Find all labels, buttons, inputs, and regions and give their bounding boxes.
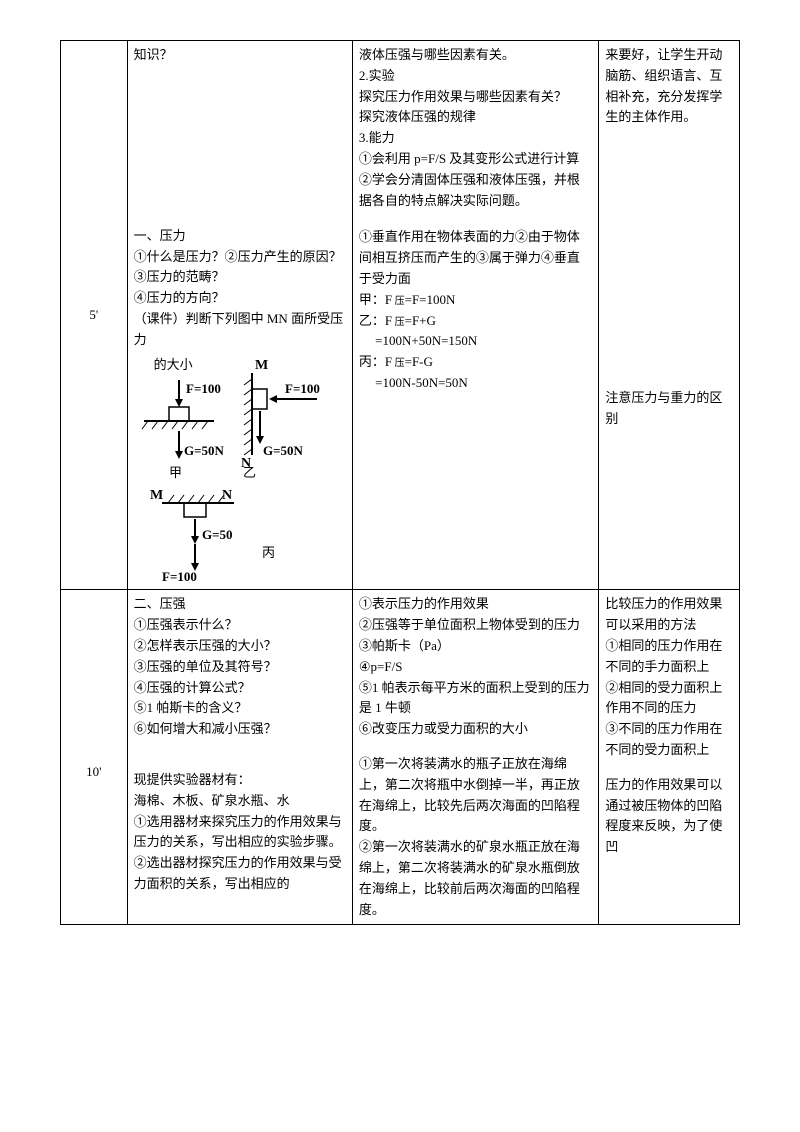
text: 探究液体压强的规律 <box>359 107 592 128</box>
text: 的大小 <box>134 355 229 376</box>
text: 知识？ <box>134 45 346 66</box>
text: ②怎样表示压强的大小？ <box>134 636 346 657</box>
text: ①第一次将装满水的瓶子正放在海绵上，第二次将瓶中水倒掉一半，再正放在海绵上，比较… <box>359 754 592 837</box>
text: ①压强表示什么？ <box>134 615 346 636</box>
text: =100N-50N=50N <box>359 373 592 394</box>
text: =100N+50N=150N <box>359 331 592 352</box>
text: ④p=F/S <box>359 657 592 678</box>
g-label: G=50N <box>184 443 225 458</box>
text: 丙：F 压=F-G <box>359 352 592 373</box>
force-diagram-jia-yi: 的大小 F=100 <box>134 355 346 586</box>
f-label: F=100 <box>162 569 197 584</box>
heading: 一、压力 <box>134 226 346 247</box>
text: ⑤1 帕斯卡的含义？ <box>134 698 346 719</box>
text: ②压强等于单位面积上物体受到的压力 <box>359 615 592 636</box>
text: 探究压力作用效果与哪些因素有关？ <box>359 87 592 108</box>
bing-label: 丙 <box>262 545 275 560</box>
time-cell-2: 10' <box>61 590 128 925</box>
text: ①相同的压力作用在不同的手力面积上 <box>605 636 733 678</box>
text: 来要好，让学生开动脑筋、组织语言、互相补充，充分发挥学生的主体作用。 <box>605 45 733 128</box>
jia-label: 甲 <box>169 465 182 480</box>
diagram-yi-svg: M <box>237 355 337 480</box>
yi-label: 乙 <box>243 465 256 480</box>
diagram-bing-svg: M N G=5 <box>144 485 304 585</box>
text: 2.实验 <box>359 66 592 87</box>
text: 海棉、木板、矿泉水瓶、水 <box>134 791 346 812</box>
text: ①垂直作用在物体表面的力②由于物体间相互挤压而产生的③属于弹力④垂直于受力面 <box>359 227 592 289</box>
m-label: M <box>255 358 268 373</box>
text: 比较压力的作用效果可以采用的方法 <box>605 594 733 636</box>
f-label: F=100 <box>186 381 221 396</box>
text: ②选出器材探究压力的作用效果与受力面积的关系，写出相应的 <box>134 853 346 895</box>
f-label: F=100 <box>285 381 320 396</box>
teacher-activity-2: 二、压强 ①压强表示什么？ ②怎样表示压强的大小？ ③压强的单位及其符号？ ④压… <box>127 590 352 925</box>
g-label: G=50N <box>263 443 304 458</box>
text: 压力的作用效果可以通过被压物体的凹陷程度来反映，为了使凹 <box>605 775 733 858</box>
time-label: 10' <box>67 762 121 783</box>
table-row: 10' 二、压强 ①压强表示什么？ ②怎样表示压强的大小？ ③压强的单位及其符号… <box>61 590 740 925</box>
lesson-table: 5' 知识？ 一、压力 ①什么是压力？②压力产生的原因？③压力的范畴？ ④压力的… <box>60 40 740 925</box>
text: ②第一次将装满水的矿泉水瓶正放在海绵上，第二次将装满水的矿泉水瓶倒放在海绵上，比… <box>359 837 592 920</box>
text: ④压强的计算公式？ <box>134 678 346 699</box>
text: ③压强的单位及其符号？ <box>134 657 346 678</box>
text: ②学会分清固体压强和液体压强，并根据各自的特点解决实际问题。 <box>359 170 592 212</box>
text: ⑤1 帕表示每平方米的面积上受到的压力是 1 牛顿 <box>359 678 592 720</box>
text: ③不同的压力作用在不同的受力面积上 <box>605 719 733 761</box>
text: ④压力的方向？ <box>134 288 346 309</box>
teacher-activity-1: 知识？ 一、压力 ①什么是压力？②压力产生的原因？③压力的范畴？ ④压力的方向？… <box>127 41 352 590</box>
time-cell-1: 5' <box>61 41 128 590</box>
text: ②相同的受力面积上作用不同的压力 <box>605 678 733 720</box>
text: 乙：F 压=F+G <box>359 311 592 332</box>
time-label: 5' <box>67 305 121 326</box>
text: （课件）判断下列图中 MN 面所受压力 <box>134 309 346 351</box>
text: ⑥改变压力或受力面积的大小 <box>359 719 592 740</box>
student-activity-2: ①表示压力的作用效果 ②压强等于单位面积上物体受到的压力 ③帕斯卡（Pa） ④p… <box>352 590 598 925</box>
diagram-jia-svg: F=100 <box>134 375 229 485</box>
text: ⑥如何增大和减小压强？ <box>134 719 346 740</box>
notes-2: 比较压力的作用效果可以采用的方法 ①相同的压力作用在不同的手力面积上 ②相同的受… <box>599 590 740 925</box>
text: ①会利用 p=F/S 及其变形公式进行计算 <box>359 149 592 170</box>
text: ①选用器材来探究压力的作用效果与压力的关系，写出相应的实验步骤。 <box>134 812 346 854</box>
table-row: 5' 知识？ 一、压力 ①什么是压力？②压力产生的原因？③压力的范畴？ ④压力的… <box>61 41 740 590</box>
text: ①表示压力的作用效果 <box>359 594 592 615</box>
text: 注意压力与重力的区别 <box>605 388 733 430</box>
g-label: G=50 <box>202 527 233 542</box>
text: ①什么是压力？②压力产生的原因？③压力的范畴？ <box>134 247 346 289</box>
text: 现提供实验器材有： <box>134 770 346 791</box>
m-label: M <box>150 488 163 503</box>
text: 甲：F 压=F=100N <box>359 290 592 311</box>
text: 3.能力 <box>359 128 592 149</box>
text: ③帕斯卡（Pa） <box>359 636 592 657</box>
heading: 二、压强 <box>134 594 346 615</box>
student-activity-1: 液体压强与哪些因素有关。 2.实验 探究压力作用效果与哪些因素有关？ 探究液体压… <box>352 41 598 590</box>
notes-1: 来要好，让学生开动脑筋、组织语言、互相补充，充分发挥学生的主体作用。 注意压力与… <box>599 41 740 590</box>
text: 液体压强与哪些因素有关。 <box>359 45 592 66</box>
